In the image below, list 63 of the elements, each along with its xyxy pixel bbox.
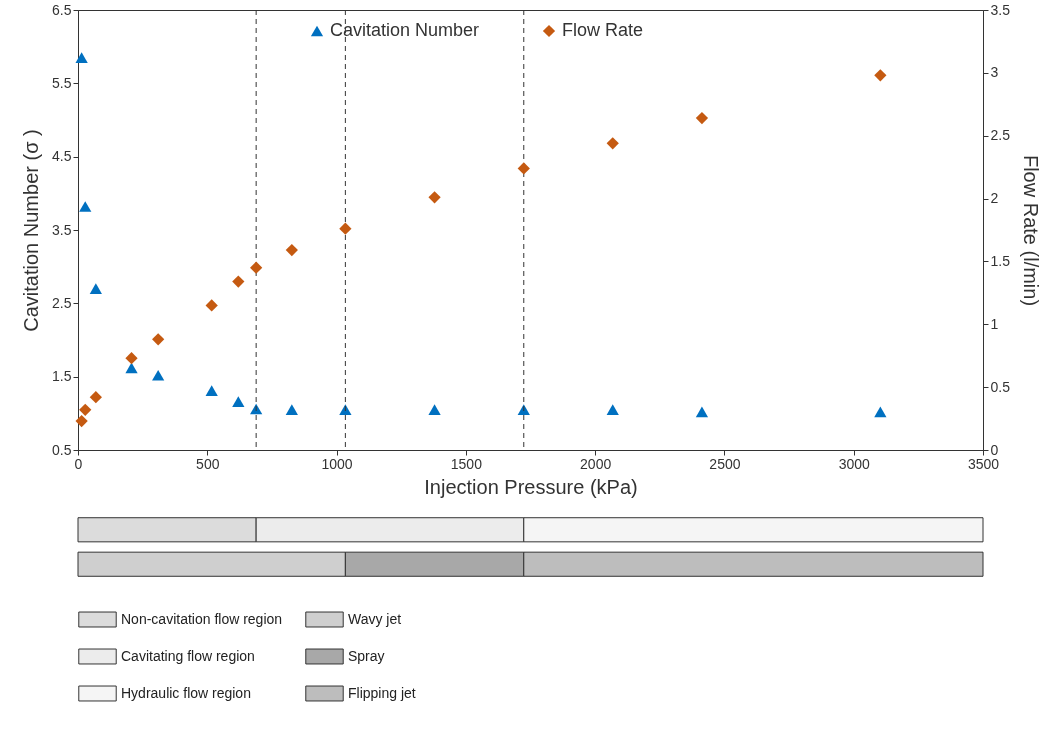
y-tick-label: 2.5 <box>52 294 72 311</box>
x-tick-label: 500 <box>196 455 220 472</box>
point <box>606 404 619 415</box>
point <box>89 391 102 404</box>
y2-tick-label: 2.5 <box>990 127 1011 144</box>
point <box>79 403 92 416</box>
point <box>428 191 441 204</box>
y2-tick-label: 3.5 <box>990 1 1011 18</box>
point <box>285 404 298 415</box>
point <box>125 352 138 365</box>
legend-label: Non-cavitation flow region <box>121 610 283 627</box>
point <box>606 137 619 150</box>
y2-tick-label: 0 <box>990 441 999 458</box>
x-tick-label: 2500 <box>709 455 741 472</box>
y2-axis-title: Flow Rate (l/min) <box>1019 154 1042 307</box>
x-axis-title: Injection Pressure (kPa) <box>424 475 638 498</box>
point <box>874 69 887 82</box>
legend-label: Spray <box>348 647 385 664</box>
point <box>339 222 352 235</box>
y-tick-label: 5.5 <box>52 74 72 91</box>
point <box>695 111 709 125</box>
legend-label: Hydraulic flow region <box>121 684 251 701</box>
y-tick-label: 3.5 <box>52 221 72 238</box>
point <box>250 261 263 274</box>
y2-tick-label: 1 <box>990 315 999 332</box>
x-tick-label: 3000 <box>838 455 870 472</box>
y-tick-label: 4.5 <box>52 148 72 165</box>
legend-label: Flow Rate <box>562 20 644 40</box>
point <box>205 385 218 396</box>
point <box>205 299 218 312</box>
point <box>339 404 352 415</box>
legend-label: Flipping jet <box>348 684 416 701</box>
point <box>517 404 530 415</box>
point <box>428 404 441 415</box>
x-tick-label: 2000 <box>580 455 612 472</box>
point <box>125 362 138 374</box>
y-tick-label: 6.5 <box>52 1 72 18</box>
point <box>285 243 298 257</box>
y2-tick-label: 3 <box>990 64 999 81</box>
y2-tick-label: 1.5 <box>990 252 1011 269</box>
x-tick-label: 1500 <box>450 455 483 472</box>
legend-label: Wavy jet <box>348 610 402 627</box>
x-tick-label: 0 <box>74 455 83 472</box>
y2-tick-label: 0.5 <box>990 378 1011 395</box>
legend-label: Cavitation Number <box>330 20 480 40</box>
y-axis-title: Cavitation Number (σ ) <box>20 129 43 332</box>
point <box>517 162 530 175</box>
x-tick-label: 3500 <box>967 455 1000 472</box>
point <box>152 369 165 381</box>
point <box>874 406 887 418</box>
y2-tick-label: 2 <box>990 190 999 207</box>
point <box>79 201 92 212</box>
point <box>232 396 245 407</box>
point <box>695 406 709 418</box>
point <box>89 283 102 294</box>
legend-label: Cavitating flow region <box>121 647 255 664</box>
y-tick-label: 0.5 <box>52 441 72 458</box>
point <box>152 333 165 346</box>
x-tick-label: 1000 <box>321 455 353 472</box>
point <box>232 275 245 288</box>
point <box>75 414 88 428</box>
y-tick-label: 1.5 <box>52 368 72 385</box>
point <box>75 52 88 63</box>
